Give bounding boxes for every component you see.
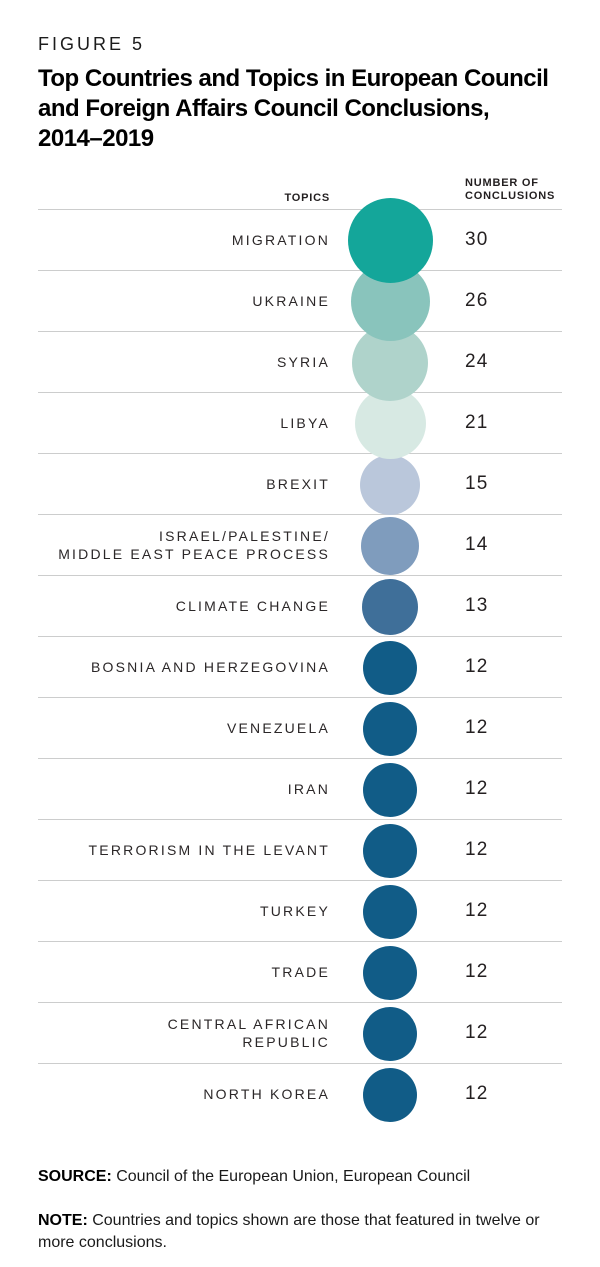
conclusions-count: 12 <box>465 839 489 860</box>
note-label: NOTE: <box>38 1212 88 1229</box>
value-bubble <box>361 516 419 575</box>
value-bubble <box>363 762 417 817</box>
column-header-topics: TOPICS <box>284 192 330 204</box>
topic-label: BREXIT <box>266 476 330 492</box>
figure-title-line-3: 2014–2019 <box>38 125 154 152</box>
topic-label: TRADE <box>271 964 330 980</box>
note-line: NOTE: Countries and topics shown are tho… <box>38 1210 568 1254</box>
table-row: MIGRATION 30 <box>38 198 562 283</box>
value-bubble <box>362 578 418 635</box>
value-bubble <box>363 701 417 756</box>
conclusions-count: 13 <box>465 595 489 616</box>
table-row: ISRAEL/PALESTINE/ MIDDLE EAST PEACE PROC… <box>38 514 562 575</box>
topic-label: VENEZUELA <box>226 720 330 736</box>
note-text-line-2: more conclusions. <box>38 1234 167 1251</box>
conclusions-count: 21 <box>465 412 489 433</box>
conclusions-count: 12 <box>465 778 489 799</box>
topic-label: NORTH KOREA <box>203 1086 330 1102</box>
source-label: SOURCE: <box>38 1168 112 1185</box>
table-row: CLIMATE CHANGE 13 <box>38 575 562 636</box>
note-text-line-1: Countries and topics shown are those tha… <box>87 1212 540 1229</box>
figure-title: Top Countries and Topics in European Cou… <box>38 64 568 154</box>
source-text: Council of the European Union, European … <box>111 1168 471 1185</box>
table-row: BOSNIA AND HERZEGOVINA 12 <box>38 636 562 697</box>
table-row: UKRAINE 26 <box>38 262 562 341</box>
table-row: NORTH KOREA 12 <box>38 1063 562 1124</box>
topic-label: TURKEY <box>260 903 330 919</box>
conclusions-count: 12 <box>465 656 489 677</box>
topic-label: UKRAINE <box>252 293 330 309</box>
table-row: IRAN 12 <box>38 758 562 819</box>
chart-rows: MIGRATION 30 UKRAINE 26 SYRIA 24 LIBYA 2… <box>38 198 562 1124</box>
conclusions-count: 30 <box>465 229 489 250</box>
value-bubble <box>363 945 417 1000</box>
table-row: TERRORISM IN THE LEVANT 12 <box>38 819 562 880</box>
conclusions-count: 14 <box>465 534 489 555</box>
conclusions-count: 12 <box>465 1083 489 1104</box>
conclusions-count: 12 <box>465 900 489 921</box>
topic-label: TERRORISM IN THE LEVANT <box>88 842 330 858</box>
source-line: SOURCE: Council of the European Union, E… <box>38 1166 470 1188</box>
value-bubble <box>347 198 433 283</box>
topic-label: LIBYA <box>280 415 330 431</box>
table-row: BREXIT 15 <box>38 453 562 515</box>
table-row: VENEZUELA 12 <box>38 697 562 758</box>
table-row: TRADE 12 <box>38 941 562 1002</box>
topic-label: CENTRAL AFRICAN REPUBLIC <box>167 1016 330 1050</box>
conclusions-count: 12 <box>465 717 489 738</box>
column-header-number-of-conclusions: NUMBER OF CONCLUSIONS <box>465 177 556 202</box>
conclusions-count: 26 <box>465 290 489 311</box>
conclusions-count: 24 <box>465 351 489 372</box>
topic-label: CLIMATE CHANGE <box>175 598 330 614</box>
value-bubble <box>363 1006 417 1061</box>
value-bubble <box>360 454 420 515</box>
topic-label: IRAN <box>287 781 330 797</box>
figure-number: FIGURE 5 <box>38 34 146 54</box>
value-bubble <box>363 640 417 695</box>
topic-label: ISRAEL/PALESTINE/ MIDDLE EAST PEACE PROC… <box>58 528 330 562</box>
topic-label: MIGRATION <box>231 232 330 248</box>
value-bubble <box>363 884 417 939</box>
table-row: SYRIA 24 <box>38 324 562 401</box>
table-row: CENTRAL AFRICAN REPUBLIC 12 <box>38 1002 562 1063</box>
conclusions-count: 15 <box>465 473 489 494</box>
table-row: LIBYA 21 <box>38 388 562 459</box>
figure-title-line-1: Top Countries and Topics in European Cou… <box>38 65 549 92</box>
topic-label: SYRIA <box>276 354 330 370</box>
conclusions-count: 12 <box>465 1022 489 1043</box>
table-row: TURKEY 12 <box>38 880 562 941</box>
value-bubble <box>363 823 417 878</box>
conclusions-count: 12 <box>465 961 489 982</box>
figure-title-line-2: and Foreign Affairs Council Conclusions, <box>38 95 490 122</box>
value-bubble <box>363 1067 417 1122</box>
topic-label: BOSNIA AND HERZEGOVINA <box>91 659 330 675</box>
